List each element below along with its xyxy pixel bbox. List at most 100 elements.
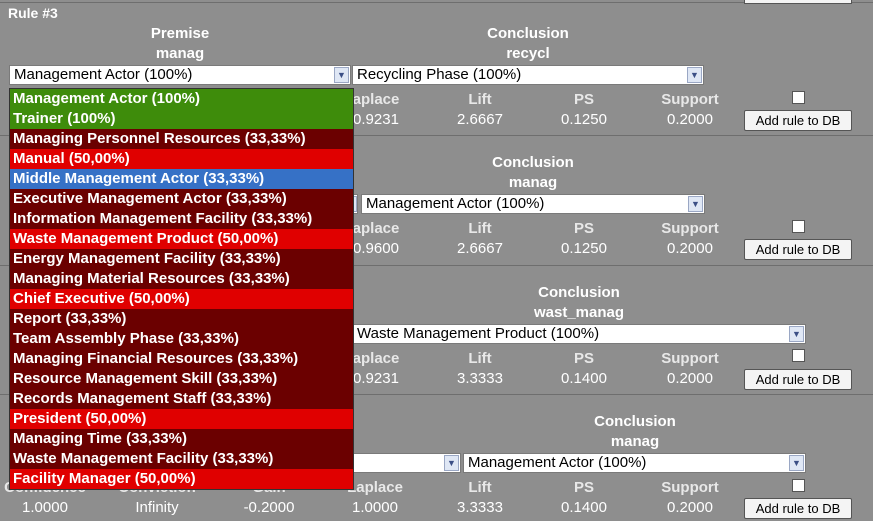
conclusion-select-value: Management Actor (100%) <box>468 454 647 471</box>
support-label: Support <box>661 479 719 496</box>
laplace-label: aplace <box>352 350 400 367</box>
conclusion-label: Conclusion <box>594 413 676 430</box>
chevron-down-icon[interactable]: ▼ <box>789 455 804 471</box>
chevron-down-icon[interactable]: ▼ <box>334 67 349 83</box>
laplace-label: Laplace <box>347 479 403 496</box>
add-rule-button[interactable]: Add rule to DB <box>744 369 852 390</box>
support-metric: Support 0.2000 <box>645 219 735 259</box>
support-metric: Support 0.2000 <box>645 478 735 518</box>
ps-metric: PS 0.1250 <box>539 219 629 259</box>
dropdown-option[interactable]: Management Actor (100%) <box>10 89 353 109</box>
conclusion-name: recycl <box>506 45 550 62</box>
support-metric: Support 0.2000 <box>645 90 735 130</box>
select-rule-checkbox[interactable] <box>792 349 805 362</box>
add-rule-button[interactable]: Add rule to DB <box>744 110 852 131</box>
dropdown-option[interactable]: Facility Manager (50,00%) <box>10 469 353 489</box>
premise-select[interactable]: ▼ <box>345 453 461 473</box>
support-value: 0.2000 <box>667 240 713 257</box>
support-label: Support <box>661 220 719 237</box>
select-rule-checkbox[interactable] <box>792 220 805 233</box>
dropdown-option[interactable]: Report (33,33%) <box>10 309 353 329</box>
premise-select-value: Management Actor (100%) <box>14 66 193 83</box>
dropdown-option[interactable]: Managing Material Resources (33,33%) <box>10 269 353 289</box>
conclusion-select[interactable]: Recycling Phase (100%) ▼ <box>352 65 704 85</box>
ps-label: PS <box>573 220 594 237</box>
ps-value: 0.1400 <box>561 499 607 516</box>
lift-metric: Lift 2.6667 <box>435 90 525 130</box>
ps-value: 0.1400 <box>561 370 607 387</box>
add-rule-button-previous[interactable] <box>744 0 852 4</box>
dropdown-option[interactable]: Team Assembly Phase (33,33%) <box>10 329 353 349</box>
dropdown-option[interactable]: Waste Management Facility (33,33%) <box>10 449 353 469</box>
dropdown-option[interactable]: Managing Financial Resources (33,33%) <box>10 349 353 369</box>
dropdown-option[interactable]: Energy Management Facility (33,33%) <box>10 249 353 269</box>
dropdown-option[interactable]: President (50,00%) <box>10 409 353 429</box>
conviction-value: Infinity <box>135 499 179 516</box>
conclusion-select-value: Waste Management Product (100%) <box>357 325 600 342</box>
select-rule-checkbox[interactable] <box>792 479 805 492</box>
support-metric: Support 0.2000 <box>645 349 735 389</box>
separator <box>0 265 873 266</box>
conclusion-label: Conclusion <box>538 284 620 301</box>
chevron-down-icon[interactable]: ▼ <box>444 455 459 471</box>
premise-dropdown-list[interactable]: Management Actor (100%) Trainer (100%) Man… <box>9 88 354 490</box>
premise-name: manag <box>155 45 205 62</box>
conclusion-select[interactable]: Management Actor (100%) ▼ <box>463 453 806 473</box>
laplace-value: 0.9231 <box>353 111 399 128</box>
ps-metric: PS 0.1400 <box>539 349 629 389</box>
laplace-metric: aplace 0.9600 <box>331 219 421 259</box>
confidence-value: 1.0000 <box>22 499 68 516</box>
dropdown-option[interactable]: Middle Management Actor (33,33%) <box>10 169 353 189</box>
conclusion-name: manag <box>610 433 660 450</box>
dropdown-option[interactable]: Manual (50,00%) <box>10 149 353 169</box>
select-rule-checkbox[interactable] <box>792 91 805 104</box>
premise-label: Premise <box>150 25 210 42</box>
separator <box>0 135 873 136</box>
dropdown-option[interactable]: Resource Management Skill (33,33%) <box>10 369 353 389</box>
chevron-down-icon[interactable]: ▼ <box>789 326 804 342</box>
conclusion-select[interactable]: Waste Management Product (100%) ▼ <box>352 324 806 344</box>
dropdown-option[interactable]: Trainer (100%) <box>10 109 353 129</box>
dropdown-option[interactable]: Executive Management Actor (33,33%) <box>10 189 353 209</box>
laplace-value: 1.0000 <box>352 499 398 516</box>
support-value: 0.2000 <box>667 111 713 128</box>
dropdown-option[interactable]: Managing Personnel Resources (33,33%) <box>10 129 353 149</box>
laplace-metric: aplace 0.9231 <box>331 90 421 130</box>
laplace-label: aplace <box>352 220 400 237</box>
premise-select[interactable]: Management Actor (100%) ▼ <box>9 65 351 85</box>
lift-label: Lift <box>468 91 492 108</box>
dropdown-option[interactable]: Managing Time (33,33%) <box>10 429 353 449</box>
lift-metric: Lift 3.3333 <box>435 349 525 389</box>
dropdown-option[interactable]: Waste Management Product (50,00%) <box>10 229 353 249</box>
ps-metric: PS 0.1250 <box>539 90 629 130</box>
dropdown-option[interactable]: Chief Executive (50,00%) <box>10 289 353 309</box>
lift-label: Lift <box>468 220 492 237</box>
chevron-down-icon[interactable]: ▼ <box>688 196 703 212</box>
laplace-label: aplace <box>352 91 400 108</box>
dropdown-option[interactable]: Records Management Staff (33,33%) <box>10 389 353 409</box>
lift-metric: Lift 2.6667 <box>435 219 525 259</box>
lift-label: Lift <box>468 350 492 367</box>
lift-value: 2.6667 <box>457 240 503 257</box>
ps-label: PS <box>573 91 594 108</box>
chevron-down-icon[interactable]: ▼ <box>687 67 702 83</box>
gain-value: -0.2000 <box>243 499 295 516</box>
support-value: 0.2000 <box>667 499 713 516</box>
conclusion-select-value: Management Actor (100%) <box>366 195 545 212</box>
lift-label: Lift <box>468 479 492 496</box>
lift-value: 3.3333 <box>457 370 503 387</box>
lift-value: 3.3333 <box>457 499 503 516</box>
laplace-value: 0.9600 <box>353 240 399 257</box>
ps-label: PS <box>573 350 594 367</box>
conclusion-label: Conclusion <box>487 25 569 42</box>
conclusion-name: manag <box>508 174 558 191</box>
conclusion-select[interactable]: Management Actor (100%) ▼ <box>361 194 705 214</box>
add-rule-button[interactable]: Add rule to DB <box>744 498 852 519</box>
laplace-metric: aplace 0.9231 <box>331 349 421 389</box>
add-rule-button[interactable]: Add rule to DB <box>744 239 852 260</box>
dropdown-option[interactable]: Information Management Facility (33,33%) <box>10 209 353 229</box>
support-label: Support <box>661 350 719 367</box>
separator <box>0 2 873 3</box>
ps-value: 0.1250 <box>561 240 607 257</box>
support-label: Support <box>661 91 719 108</box>
